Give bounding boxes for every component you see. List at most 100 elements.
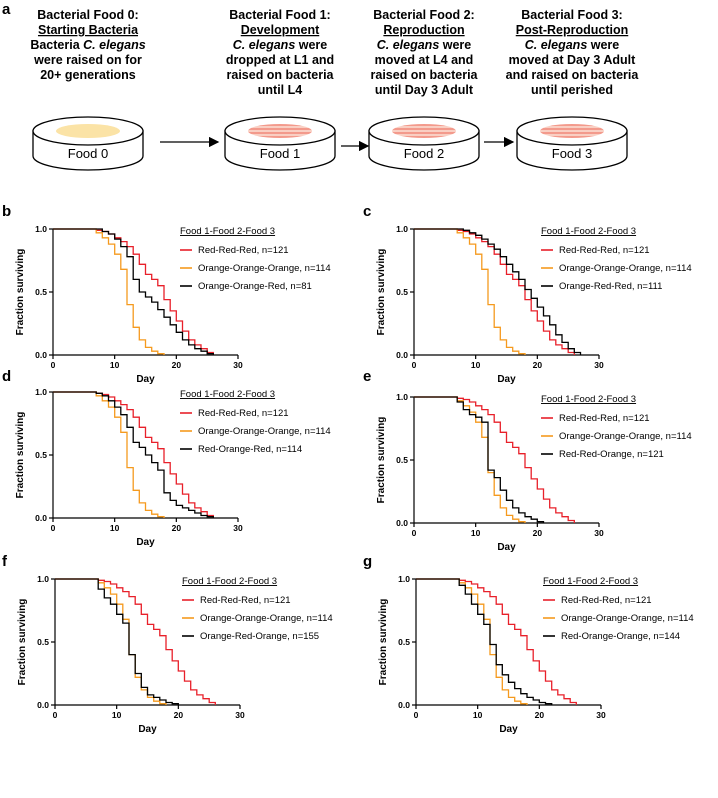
y-tick-label: 0.0	[35, 350, 47, 360]
stage-2-line-4: raised on bacteria	[371, 68, 479, 82]
legend-title: Food 1-Food 2-Food 3	[541, 394, 636, 405]
legend-title: Food 1-Food 2-Food 3	[182, 576, 277, 587]
x-axis-label: Day	[499, 724, 518, 735]
petri-dish-1: Food 1	[224, 116, 336, 171]
legend-entry: Red-Red-Orange, n=121	[559, 449, 664, 460]
bacteria-lawn	[56, 124, 120, 138]
x-tick-label: 0	[51, 360, 56, 370]
dish-label-1: Food 1	[260, 146, 300, 161]
stage-0-line-1: Starting Bacteria	[38, 23, 139, 37]
legend-entry: Orange-Red-Orange, n=155	[200, 631, 319, 642]
stage-0-line-2: Bacteria C. elegans	[30, 38, 145, 52]
x-tick-label: 10	[112, 710, 122, 720]
legend-entry: Red-Orange-Red, n=114	[198, 444, 302, 455]
series-line-black	[53, 228, 214, 355]
x-tick-label: 0	[414, 710, 419, 720]
x-tick-label: 30	[594, 528, 604, 538]
legend-entry: Orange-Orange-Orange, n=114	[561, 613, 694, 624]
legend-entry: Red-Red-Red, n=121	[559, 245, 650, 256]
x-axis-label: Day	[497, 374, 516, 385]
y-tick-label: 1.0	[398, 574, 410, 584]
legend-entry: Orange-Orange-Orange, n=114	[559, 431, 692, 442]
y-tick-label: 1.0	[35, 224, 47, 234]
x-tick-label: 30	[596, 710, 606, 720]
y-tick-label: 0.5	[396, 287, 408, 297]
x-axis-label: Day	[136, 374, 155, 385]
stage-2-line-0: Bacterial Food 2:	[373, 8, 474, 22]
stage-0: Bacterial Food 0:Starting BacteriaBacter…	[30, 8, 146, 171]
stage-1-line-3: dropped at L1 and	[226, 53, 334, 67]
legend-title: Food 1-Food 2-Food 3	[541, 226, 636, 237]
legend-entry: Orange-Orange-Orange, n=114	[200, 613, 333, 624]
y-tick-label: 0.5	[35, 450, 47, 460]
y-tick-label: 0.5	[35, 287, 47, 297]
series-line-red	[416, 578, 577, 705]
stage-2-line-5: until Day 3 Adult	[375, 83, 474, 97]
x-tick-label: 20	[172, 360, 182, 370]
stage-3-line-3: moved at Day 3 Adult	[509, 53, 636, 67]
text-span: were	[295, 38, 327, 52]
stage-2-line-1: Reproduction	[383, 23, 464, 37]
series-line-orange	[414, 396, 526, 523]
x-tick-label: 30	[233, 523, 243, 533]
stage-3-line-5: until perished	[531, 83, 613, 97]
petri-dish-3: Food 3	[516, 116, 628, 171]
y-tick-label: 0.0	[396, 518, 408, 528]
series-line-orange	[414, 228, 526, 355]
y-axis-label: Fraction surviving	[376, 249, 387, 336]
series-line-red	[53, 228, 214, 355]
text-span-italic: C. elegans	[83, 38, 146, 52]
y-tick-label: 0.5	[37, 637, 49, 647]
legend-entry: Red-Red-Red, n=121	[198, 408, 289, 419]
petri-dish-0: Food 0	[32, 116, 144, 171]
text-span-italic: C. elegans	[525, 38, 588, 52]
panel-label-c: c	[363, 203, 371, 220]
text-span: were	[439, 38, 471, 52]
y-tick-label: 1.0	[37, 574, 49, 584]
x-tick-label: 20	[533, 360, 543, 370]
x-tick-label: 10	[471, 360, 481, 370]
dish-label-0: Food 0	[68, 146, 108, 161]
x-tick-label: 20	[174, 710, 184, 720]
series-line-black	[53, 391, 214, 518]
text-span: were	[587, 38, 619, 52]
y-tick-label: 0.0	[396, 350, 408, 360]
stage-1-line-5: until L4	[258, 83, 302, 97]
stage-1-line-4: raised on bacteria	[227, 68, 335, 82]
stage-2-line-2: C. elegans were	[377, 38, 472, 52]
panel-label-b: b	[2, 203, 11, 220]
series-line-red	[55, 578, 216, 705]
legend-entry: Red-Red-Red, n=121	[559, 413, 650, 424]
stage-3-line-4: and raised on bacteria	[506, 68, 640, 82]
panel-label-g: g	[363, 553, 372, 570]
y-axis-label: Fraction surviving	[378, 599, 389, 686]
stage-3-line-1: Post-Reproduction	[516, 23, 629, 37]
x-tick-label: 0	[412, 360, 417, 370]
x-tick-label: 10	[473, 710, 483, 720]
series-line-black	[55, 578, 179, 705]
dish-label-3: Food 3	[552, 146, 592, 161]
x-tick-label: 20	[533, 528, 543, 538]
panel-e-chart: e 0 10 20 30 0.0 0.5 1.0 Day Fraction surviving Fo…	[363, 368, 692, 553]
panel-a-label: a	[2, 1, 11, 18]
dish-label-2: Food 2	[404, 146, 444, 161]
series-line-black	[414, 396, 545, 523]
x-tick-label: 0	[412, 528, 417, 538]
y-tick-label: 0.0	[37, 700, 49, 710]
x-tick-label: 30	[594, 360, 604, 370]
panel-g-chart: g 0 10 20 30 0.0 0.5 1.0 Day Fraction surviving Fo…	[363, 553, 694, 735]
legend-entry: Orange-Orange-Red, n=81	[198, 281, 312, 292]
y-tick-label: 0.0	[35, 513, 47, 523]
legend-entry: Orange-Orange-Orange, n=114	[559, 263, 692, 274]
series-line-red	[414, 396, 575, 523]
legend-entry: Orange-Orange-Orange, n=114	[198, 426, 331, 437]
panel-label-e: e	[363, 368, 371, 385]
legend-entry: Orange-Red-Red, n=111	[559, 281, 662, 292]
y-tick-label: 0.0	[398, 700, 410, 710]
legend-entry: Red-Orange-Orange, n=144	[561, 631, 680, 642]
legend-entry: Red-Red-Red, n=121	[561, 595, 652, 606]
y-tick-label: 0.5	[396, 455, 408, 465]
